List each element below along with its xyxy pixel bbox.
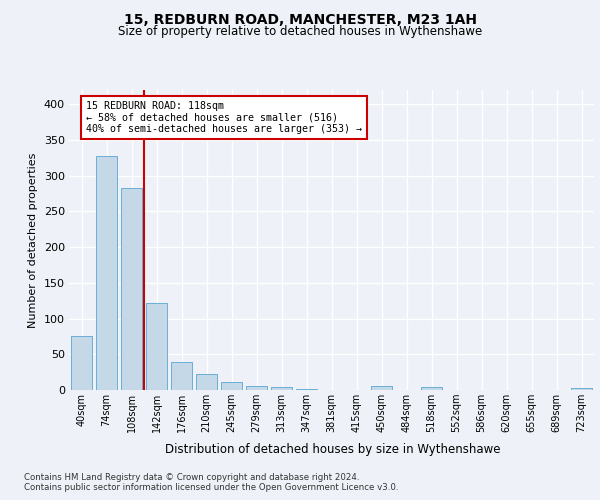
Text: Distribution of detached houses by size in Wythenshawe: Distribution of detached houses by size … — [165, 442, 501, 456]
Bar — [421, 387, 442, 390]
Text: 15, REDBURN ROAD, MANCHESTER, M23 1AH: 15, REDBURN ROAD, MANCHESTER, M23 1AH — [124, 12, 476, 26]
Text: Size of property relative to detached houses in Wythenshawe: Size of property relative to detached ho… — [118, 25, 482, 38]
Bar — [246, 386, 267, 390]
Text: 15 REDBURN ROAD: 118sqm
← 58% of detached houses are smaller (516)
40% of semi-d: 15 REDBURN ROAD: 118sqm ← 58% of detache… — [86, 100, 362, 134]
Text: Contains HM Land Registry data © Crown copyright and database right 2024.: Contains HM Land Registry data © Crown c… — [24, 472, 359, 482]
Bar — [296, 388, 317, 390]
Bar — [96, 156, 117, 390]
Bar — [121, 188, 142, 390]
Bar — [371, 386, 392, 390]
Bar — [271, 387, 292, 390]
Bar — [171, 362, 192, 390]
Bar — [221, 382, 242, 390]
Text: Contains public sector information licensed under the Open Government Licence v3: Contains public sector information licen… — [24, 484, 398, 492]
Bar — [146, 303, 167, 390]
Bar — [196, 374, 217, 390]
Bar — [71, 336, 92, 390]
Y-axis label: Number of detached properties: Number of detached properties — [28, 152, 38, 328]
Bar — [571, 388, 592, 390]
